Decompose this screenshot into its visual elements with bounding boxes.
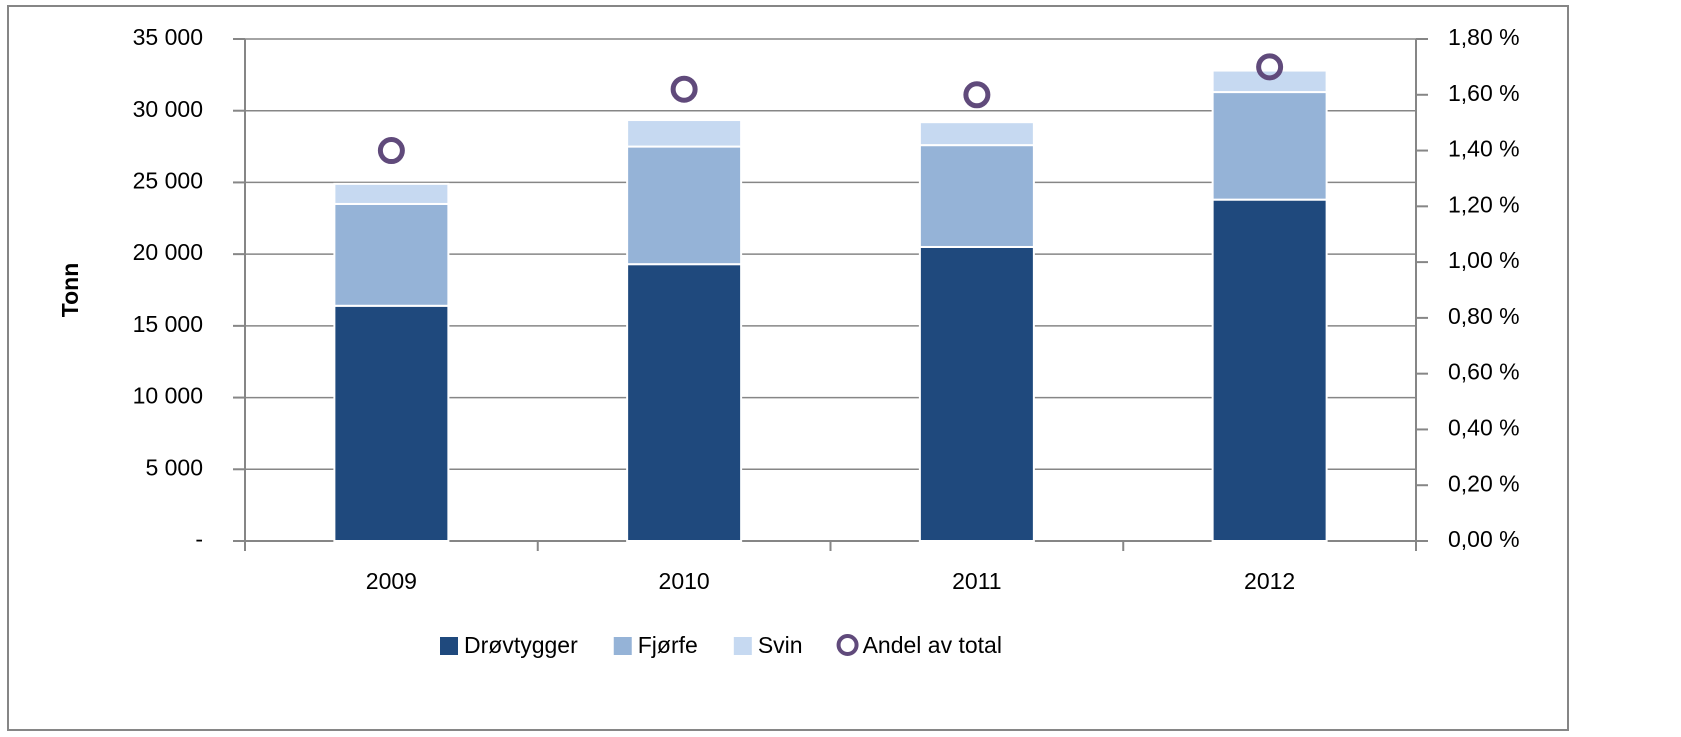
y-tick-label: 20 000 [133, 239, 203, 265]
marker [963, 81, 991, 109]
legend-marker [836, 634, 859, 656]
y2-tick-label: 0,20 % [1448, 470, 1520, 496]
y-tick-label: 15 000 [133, 311, 203, 337]
y2-tick-label: 0,40 % [1448, 415, 1520, 441]
legend-swatch [613, 637, 632, 655]
chart-border [7, 5, 1569, 731]
y2-tick-label: 1,60 % [1448, 80, 1520, 106]
bar-segment [1211, 69, 1328, 94]
legend-swatch [733, 637, 752, 655]
y2-tick-label: 0,00 % [1448, 526, 1520, 552]
y2-tick-label: 0,60 % [1448, 359, 1520, 385]
y-tick-label: 5 000 [145, 454, 203, 480]
y2-tick-label: 1,00 % [1448, 247, 1520, 273]
y-tick-label: 35 000 [133, 24, 203, 50]
bar-segment [626, 119, 743, 148]
y-axis-label: Tonn [57, 263, 83, 318]
bar-segment [918, 245, 1035, 542]
y-tick-label: 25 000 [133, 168, 203, 194]
legend-swatch [440, 637, 458, 655]
bar-segment [918, 144, 1035, 248]
y2-tick-label: 0,80 % [1448, 303, 1520, 329]
legend-label: Fjørfe [638, 632, 698, 658]
y-tick-label: 30 000 [133, 96, 203, 122]
x-tick-label: 2011 [952, 568, 1001, 594]
x-tick-label: 2010 [659, 568, 710, 594]
y2-tick-label: 1,20 % [1448, 191, 1520, 217]
bar-segment [626, 263, 743, 542]
y2-tick-label: 1,40 % [1448, 136, 1520, 162]
marker [1256, 53, 1284, 81]
bar-segment [333, 202, 450, 307]
y-tick-label: 10 000 [133, 383, 203, 409]
x-tick-label: 2012 [1244, 568, 1295, 594]
marker [670, 75, 698, 103]
bar-segment [333, 182, 450, 205]
bar-segment [626, 145, 743, 266]
y-tick-label: - [195, 526, 203, 552]
y2-tick-label: 1,80 % [1448, 24, 1520, 50]
legend-label: Svin [758, 632, 803, 658]
bar-segment [1211, 91, 1328, 201]
bar-segment [1211, 198, 1328, 542]
x-tick-label: 2009 [366, 568, 417, 594]
bar-segment [333, 304, 450, 542]
marker [377, 137, 405, 165]
legend-label: Drøvtygger [464, 632, 578, 658]
bar-segment [918, 121, 1035, 147]
legend-label: Andel av total [863, 632, 1002, 658]
